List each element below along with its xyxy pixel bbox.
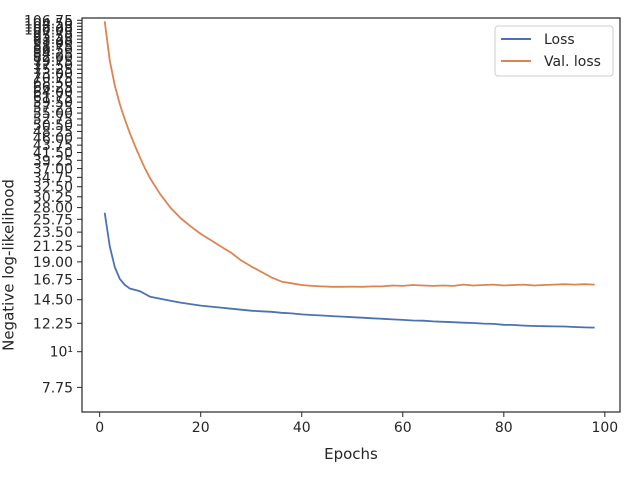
y-tick-label: 16.75	[33, 273, 73, 289]
y-tick-label: 37.00	[33, 162, 73, 178]
y-tick-label: 30.25	[33, 190, 73, 206]
x-tick-label: 100	[591, 420, 618, 436]
legend: Loss Val. loss	[494, 25, 614, 77]
x-tick-label: 20	[192, 420, 210, 436]
y-tick-label: 66.25	[33, 80, 73, 96]
y-tick-label: 19.00	[33, 255, 73, 271]
y-tick-label: 7.75	[42, 380, 73, 396]
y-tick-label: 48.25	[33, 124, 73, 140]
y-tick-label: 95.50	[33, 29, 73, 45]
y-tick-label: 86.50	[33, 43, 73, 59]
y-tick-label: 102.25	[24, 19, 73, 35]
y-tick-label: 79.75	[33, 54, 73, 70]
y-tick-label: 41.50	[33, 146, 73, 162]
y-tick-label: 55.00	[33, 106, 73, 122]
y-tick-label: 21.25	[33, 239, 73, 255]
y-tick-label: 93.25	[33, 32, 73, 48]
y-tick-label: 73.00	[33, 66, 73, 82]
y-tick-label: 68.50	[33, 75, 73, 91]
y-tick-label: 106.75	[24, 13, 73, 29]
y-tick-label: 34.75	[33, 170, 73, 186]
y-tick-label: 84.25	[33, 46, 73, 62]
y-tick-label: 14.50	[33, 293, 73, 309]
y-tick-label: 57.25	[33, 100, 73, 116]
y-tick-label: 59.50	[33, 95, 73, 111]
plot-frame	[81, 17, 621, 413]
series-line-val-loss	[103, 21, 595, 288]
y-tick-label: 12.25	[33, 316, 73, 332]
y-tick-label: 32.50	[33, 180, 73, 196]
y-tick-label: 43.75	[33, 138, 73, 154]
series-line-loss	[103, 212, 595, 329]
legend-label-val-loss: Val. loss	[544, 54, 601, 70]
y-tick-label: 88.75	[33, 39, 73, 55]
y-tick-label: 77.50	[33, 58, 73, 74]
y-tick-label: 50.50	[33, 118, 73, 134]
y-tick-label: 91.00	[33, 36, 73, 52]
legend-label-loss: Loss	[544, 32, 575, 48]
y-tick-label: 25.75	[33, 212, 73, 228]
x-tick-label: 40	[293, 420, 311, 436]
y-tick-label: 10¹	[50, 345, 73, 361]
series-lines	[103, 21, 595, 329]
y-tick-label: 104.50	[24, 16, 73, 32]
y-tick-label: 28.00	[33, 201, 73, 217]
x-axis-label: Epochs	[324, 445, 378, 463]
axis-ticks: 0 20 40 60 80 1007.7510¹12.2514.5016.7519.002…	[24, 13, 618, 436]
x-tick-label: 60	[394, 420, 412, 436]
y-tick-label: 97.75	[33, 26, 73, 42]
x-tick-label: 0	[95, 420, 104, 436]
y-tick-label: 52.75	[33, 112, 73, 128]
y-tick-label: 23.50	[33, 225, 73, 241]
y-tick-label: 75.25	[33, 62, 73, 78]
y-tick-label: 70.75	[33, 71, 73, 87]
y-tick-label: 82.00	[33, 50, 73, 66]
y-axis-label: Negative log-likelihood	[0, 179, 18, 351]
y-tick-label: 39.25	[33, 153, 73, 169]
y-tick-label: 64.00	[33, 85, 73, 101]
y-tick-label: 46.00	[33, 131, 73, 147]
y-tick-label: 61.75	[33, 90, 73, 106]
x-tick-label: 80	[495, 420, 513, 436]
y-tick-label: 100.00	[24, 22, 73, 38]
